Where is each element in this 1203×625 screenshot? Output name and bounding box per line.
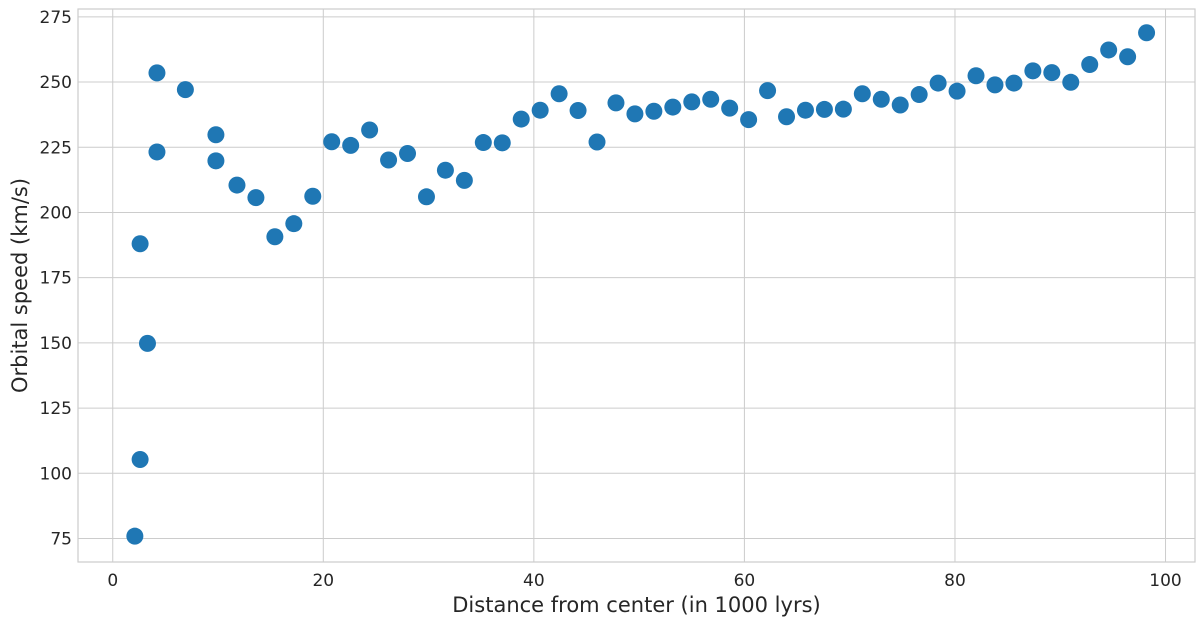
y-tick-label: 150 (40, 334, 72, 354)
data-point (948, 82, 966, 100)
data-point (228, 176, 246, 194)
x-axis-label: Distance from center (in 1000 lyrs) (452, 593, 820, 617)
data-point (304, 187, 322, 205)
data-point (323, 133, 341, 151)
data-points (126, 24, 1156, 545)
data-point (474, 134, 492, 152)
data-point (138, 334, 156, 352)
data-point (148, 64, 166, 82)
data-point (645, 102, 663, 120)
data-point (512, 110, 530, 128)
data-point (1100, 41, 1118, 59)
data-point (131, 235, 149, 253)
data-point (588, 133, 606, 151)
data-point (683, 93, 701, 111)
data-point (455, 171, 473, 189)
data-point (550, 85, 568, 103)
y-tick-label: 275 (40, 8, 72, 28)
x-tick-label: 0 (107, 571, 118, 591)
x-tick-label: 60 (734, 571, 756, 591)
plot-frame (77, 8, 1196, 563)
data-point (967, 67, 985, 85)
data-point (872, 90, 890, 108)
data-point (853, 85, 871, 103)
data-point (702, 90, 720, 108)
data-point (531, 101, 549, 119)
data-point (815, 100, 833, 118)
grid (78, 9, 1195, 562)
data-point (126, 527, 144, 545)
data-point (664, 98, 682, 116)
data-point (1005, 74, 1023, 92)
data-point (1138, 24, 1156, 42)
data-point (626, 105, 644, 123)
data-point (1024, 62, 1042, 80)
data-point (131, 450, 149, 468)
y-tick-label: 100 (40, 464, 72, 484)
data-point (891, 96, 909, 114)
data-point (399, 145, 417, 163)
y-tick-label: 125 (40, 399, 72, 419)
y-tick-label: 175 (40, 269, 72, 289)
data-point (834, 100, 852, 118)
data-point (493, 134, 511, 152)
data-point (1062, 73, 1080, 91)
x-tick-label: 20 (312, 571, 334, 591)
data-point (910, 86, 928, 104)
data-point (1119, 48, 1137, 66)
data-point (1081, 56, 1099, 74)
y-axis-label: Orbital speed (km/s) (8, 178, 32, 393)
data-point (796, 101, 814, 119)
y-tick-label: 225 (40, 138, 72, 158)
data-point (778, 108, 796, 126)
data-point (986, 76, 1004, 94)
y-tick-label: 200 (40, 203, 72, 223)
data-point (607, 94, 625, 112)
data-point (721, 99, 739, 117)
x-tick-label: 80 (944, 571, 966, 591)
data-point (207, 152, 225, 170)
data-point (361, 121, 379, 139)
y-tick-label: 75 (50, 530, 72, 550)
data-point (1043, 64, 1061, 82)
x-tick-label: 40 (523, 571, 545, 591)
data-point (436, 161, 454, 179)
data-point (417, 188, 435, 206)
data-point (207, 126, 225, 144)
data-point (740, 111, 758, 129)
data-point (929, 74, 947, 92)
data-point (342, 136, 360, 154)
y-tick-label: 250 (40, 73, 72, 93)
data-point (759, 82, 777, 100)
data-point (176, 81, 194, 99)
data-point (247, 189, 265, 207)
data-point (569, 101, 587, 119)
data-point (148, 143, 166, 161)
tick-labels: 0 20 40 60 80 100 75 100 125 150 175 200 225 250 275 (40, 8, 1182, 591)
data-point (380, 151, 398, 169)
data-point (266, 228, 284, 246)
x-tick-label: 100 (1149, 571, 1181, 591)
data-point (285, 215, 303, 233)
